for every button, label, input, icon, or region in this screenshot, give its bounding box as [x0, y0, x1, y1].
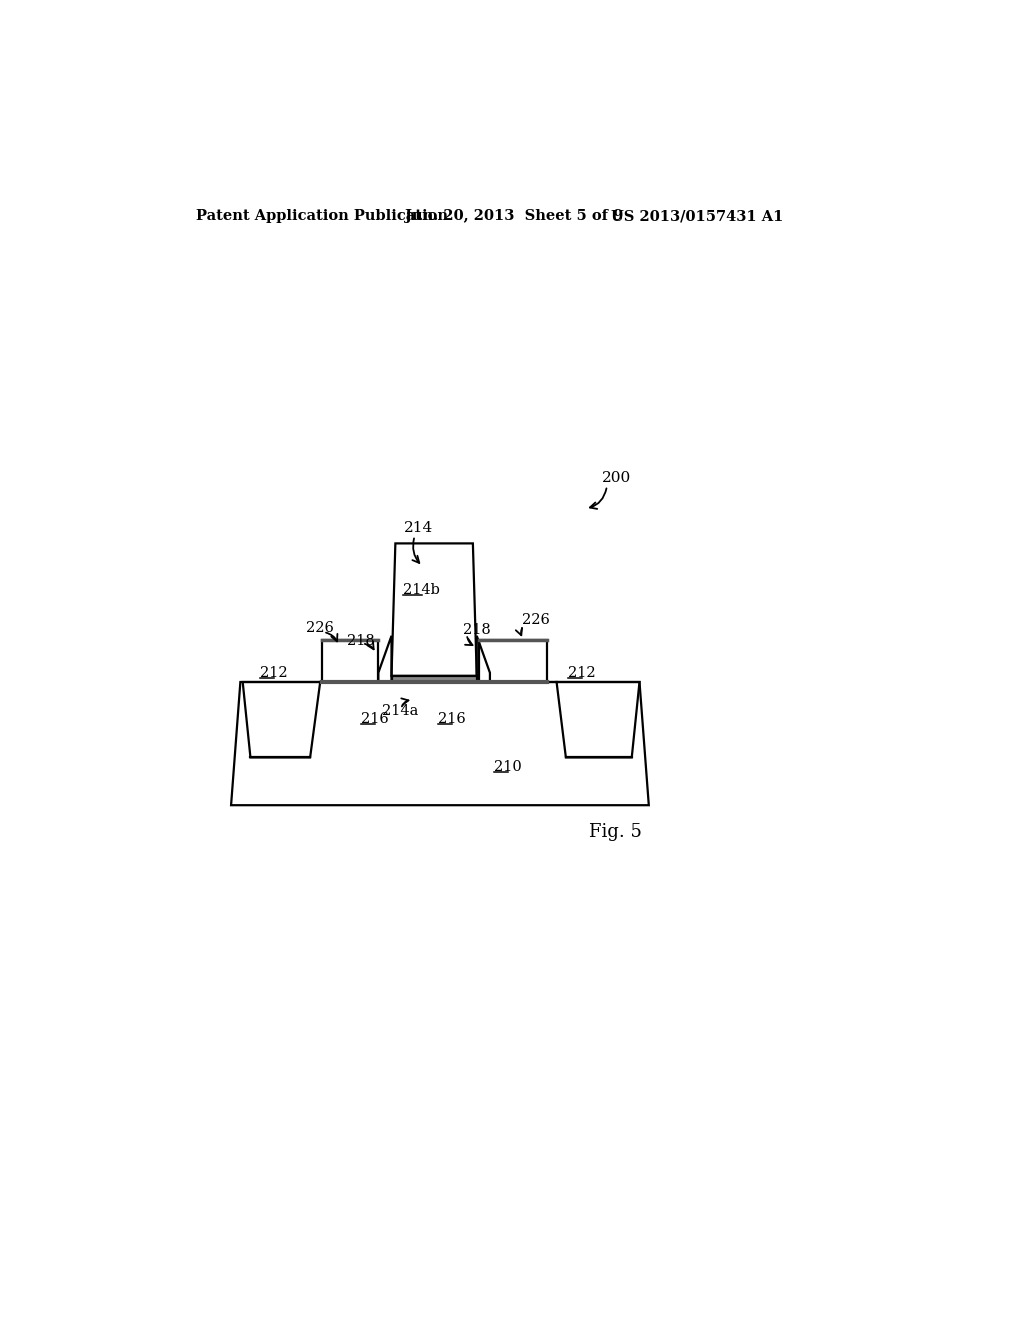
Text: 214a: 214a [382, 705, 419, 718]
Bar [391, 676, 477, 682]
Text: 214: 214 [403, 521, 433, 535]
Bar [322, 640, 378, 682]
Text: 226: 226 [306, 622, 334, 635]
Text: Jun. 20, 2013  Sheet 5 of 9: Jun. 20, 2013 Sheet 5 of 9 [406, 209, 624, 223]
Text: 200: 200 [602, 471, 632, 484]
Text: 212: 212 [568, 665, 596, 680]
Text: 218: 218 [463, 623, 490, 638]
Text: 216: 216 [360, 711, 388, 726]
Text: 212: 212 [260, 665, 288, 680]
Bar [479, 640, 547, 682]
Text: Patent Application Publication: Patent Application Publication [197, 209, 449, 223]
Text: 214b: 214b [403, 582, 440, 597]
Text: 210: 210 [494, 760, 521, 774]
Text: Fig. 5: Fig. 5 [589, 824, 642, 841]
Text: 216: 216 [438, 711, 466, 726]
Text: 226: 226 [521, 614, 550, 627]
Text: US 2013/0157431 A1: US 2013/0157431 A1 [611, 209, 783, 223]
Text: 218: 218 [346, 634, 375, 648]
